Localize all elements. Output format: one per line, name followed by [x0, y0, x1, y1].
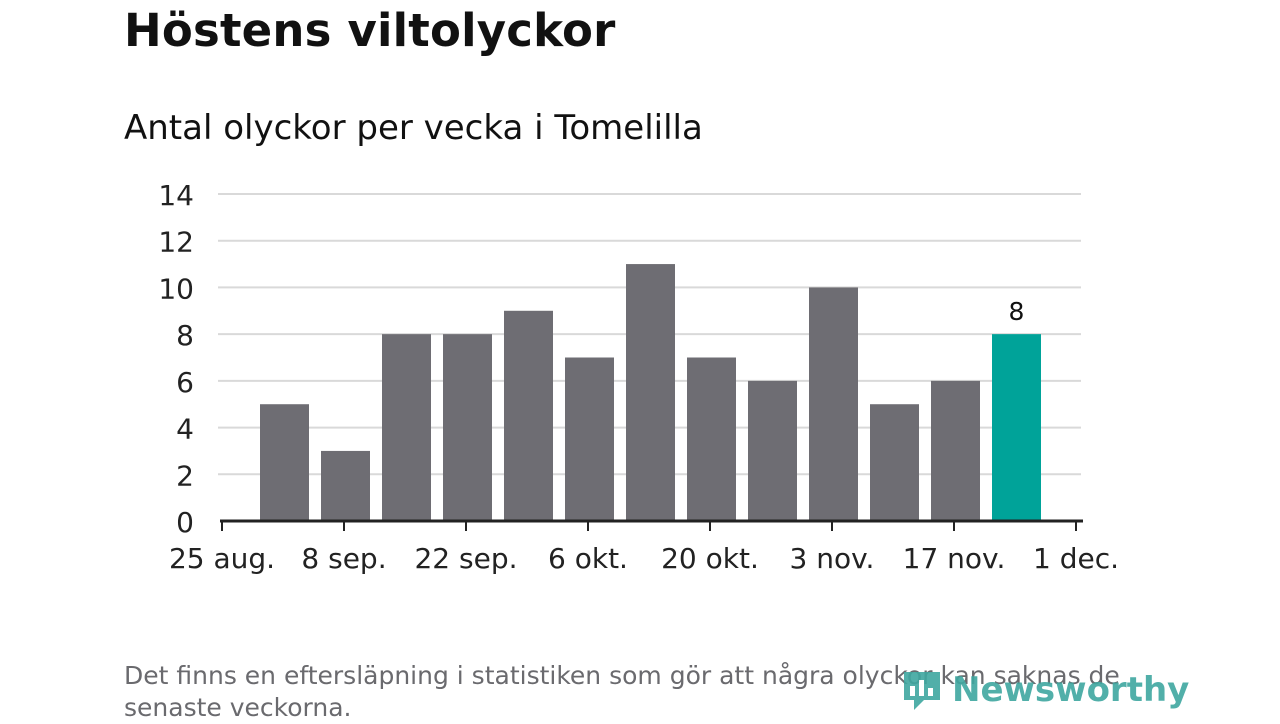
bar-v42 — [687, 357, 736, 521]
bar-v47 — [992, 334, 1041, 521]
bar-v38 — [443, 334, 492, 521]
bar-chart: 0 2 4 6 8 10 12 14 25 aug. 8 sep. 22 sep. 6 okt. 20… — [158, 179, 1119, 575]
chart-subtitle: Antal olyckor per vecka i Tomelilla — [124, 108, 703, 148]
bar-v43 — [748, 380, 797, 521]
bar-v35 — [260, 404, 309, 521]
bar-v46 — [931, 380, 980, 521]
x-tick-label: 6 okt. — [548, 542, 628, 575]
newsworthy-logo-icon — [904, 672, 940, 710]
x-tick-label: 3 nov. — [790, 542, 875, 575]
bar-v40 — [565, 357, 614, 521]
y-tick-label: 2 — [176, 459, 194, 492]
bar-v41 — [626, 264, 675, 521]
x-tick-label: 22 sep. — [414, 542, 517, 575]
data-label: 8 — [1009, 297, 1025, 326]
bars — [260, 264, 1041, 521]
chart-title: Höstens viltolyckor — [124, 4, 616, 57]
bar-v44 — [809, 287, 858, 521]
y-tick-label: 8 — [176, 319, 194, 352]
y-tick-label: 10 — [158, 272, 194, 305]
y-axis-labels: 0 2 4 6 8 10 12 14 — [158, 179, 194, 539]
data-labels: 8 — [1009, 297, 1025, 326]
y-tick-label: 14 — [158, 179, 194, 212]
y-tick-label: 12 — [158, 226, 194, 259]
x-tick-label: 17 nov. — [903, 542, 1006, 575]
brand-name: Newsworthy — [952, 670, 1190, 710]
bar-v36 — [321, 450, 370, 521]
brand-logo: Newsworthy — [900, 668, 1189, 712]
footnote: Det finns en eftersläpning i statistiken… — [124, 661, 1120, 722]
x-tick-label: 20 okt. — [661, 542, 759, 575]
x-tick-label: 8 sep. — [301, 542, 386, 575]
x-axis — [220, 519, 1083, 531]
y-tick-label: 6 — [176, 366, 194, 399]
y-tick-label: 0 — [176, 506, 194, 539]
bar-v45 — [870, 404, 919, 521]
bar-v37 — [382, 334, 431, 521]
x-tick-label: 25 aug. — [169, 542, 275, 575]
x-tick-label: 1 dec. — [1033, 542, 1119, 575]
bar-v39 — [504, 310, 553, 521]
x-axis-labels: 25 aug. 8 sep. 22 sep. 6 okt. 20 okt. 3 nov. 1… — [169, 542, 1119, 575]
y-tick-label: 4 — [176, 413, 194, 446]
